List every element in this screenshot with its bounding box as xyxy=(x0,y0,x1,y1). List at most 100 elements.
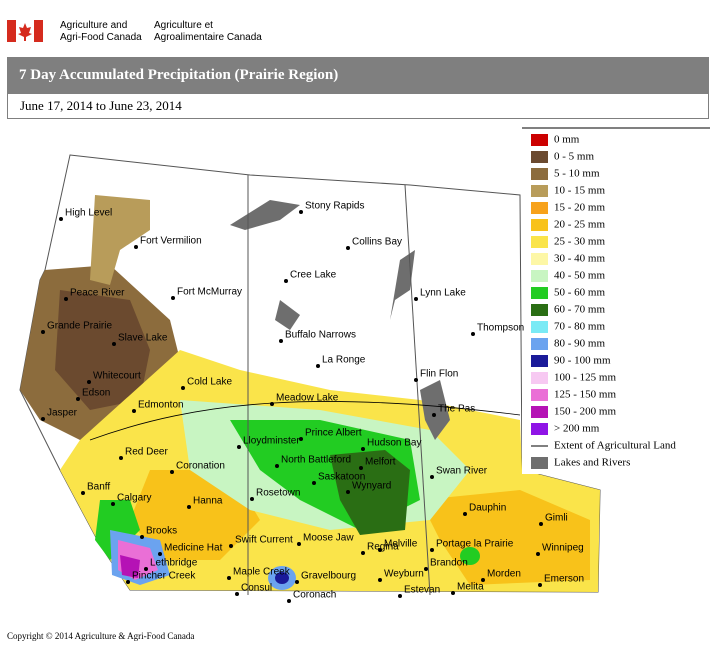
legend-label: 0 mm xyxy=(554,134,580,146)
city-label: North Battleford xyxy=(281,455,351,466)
city-marker xyxy=(414,297,418,301)
city-label: Coronach xyxy=(293,590,336,601)
city-label: Melfort xyxy=(365,457,396,468)
city-label: Regina xyxy=(367,542,399,553)
city-label: Thompson xyxy=(477,323,524,334)
city-label: Hudson Bay xyxy=(367,438,421,449)
city-label: Calgary xyxy=(117,493,151,504)
city-label: Hanna xyxy=(193,496,223,507)
legend-label: 40 - 50 mm xyxy=(554,270,605,282)
legend-box xyxy=(522,128,710,474)
city-marker xyxy=(187,505,191,509)
city-label: Prince Albert xyxy=(305,428,362,439)
city-marker xyxy=(398,594,402,598)
city-label: Coronation xyxy=(176,461,225,472)
legend: 0 mm 0 - 5 mm 5 - 10 mm 10 - 15 mm 15 - 20 m… xyxy=(531,134,676,469)
legend-swatch xyxy=(531,406,548,418)
city-marker xyxy=(144,567,148,571)
legend-swatch xyxy=(531,134,548,146)
city-marker xyxy=(111,502,115,506)
city-label: Weyburn xyxy=(384,569,424,580)
legend-label: 70 - 80 mm xyxy=(554,321,605,333)
city-marker xyxy=(451,591,455,595)
city-label: Cold Lake xyxy=(187,377,232,388)
city-label: High Level xyxy=(65,208,112,219)
city-label: Flin Flon xyxy=(420,369,458,380)
city-label: Fort Vermilion xyxy=(140,236,202,247)
city-label: Melville xyxy=(384,539,418,550)
legend-swatch xyxy=(531,253,548,265)
legend-label: 20 - 25 mm xyxy=(554,219,605,231)
city-marker xyxy=(284,279,288,283)
legend-label: 60 - 70 mm xyxy=(554,304,605,316)
city-label: Morden xyxy=(487,569,521,580)
city-marker xyxy=(299,210,303,214)
city-label: Lynn Lake xyxy=(420,288,466,299)
header-line: Agroalimentaire Canada xyxy=(154,32,262,43)
city-label: Winnipeg xyxy=(542,543,584,554)
city-marker xyxy=(81,491,85,495)
header-line: Agriculture et xyxy=(154,20,213,31)
city-label: Edson xyxy=(82,388,110,399)
legend-swatch xyxy=(531,287,548,299)
city-label: Fort McMurray xyxy=(177,287,242,298)
city-marker xyxy=(481,578,485,582)
city-label: Emerson xyxy=(544,574,584,585)
city-label: Swift Current xyxy=(235,535,293,546)
legend-label: Lakes and Rivers xyxy=(554,457,630,469)
legend-swatch xyxy=(531,168,548,180)
city-marker xyxy=(299,437,303,441)
city-marker xyxy=(41,330,45,334)
legend-swatch xyxy=(531,389,548,401)
city-marker xyxy=(346,246,350,250)
legend-label: Extent of Agricultural Land xyxy=(554,440,676,452)
city-label: Pincher Creek xyxy=(132,571,196,582)
city-marker xyxy=(316,364,320,368)
city-marker xyxy=(287,599,291,603)
city-marker xyxy=(275,464,279,468)
legend-swatch xyxy=(531,423,548,435)
city-marker xyxy=(463,512,467,516)
city-label: Buffalo Narrows xyxy=(285,330,356,341)
legend-swatch xyxy=(531,236,548,248)
city-marker xyxy=(235,592,239,596)
city-label: The Pas xyxy=(438,404,475,415)
city-label: Brooks xyxy=(146,526,177,537)
legend-swatch xyxy=(531,202,548,214)
city-label: Estevan xyxy=(404,585,440,596)
city-marker xyxy=(237,445,241,449)
city-label: Melita xyxy=(457,582,484,593)
city-marker xyxy=(430,548,434,552)
city-marker xyxy=(132,409,136,413)
city-marker xyxy=(181,386,185,390)
city-marker xyxy=(134,245,138,249)
legend-swatch xyxy=(531,185,548,197)
city-label: Grande Prairie xyxy=(47,321,112,332)
city-marker xyxy=(229,544,233,548)
legend-label: 30 - 40 mm xyxy=(554,253,605,265)
legend-label: 50 - 60 mm xyxy=(554,287,605,299)
city-marker xyxy=(279,339,283,343)
city-label: Portage la Prairie xyxy=(436,539,514,550)
city-marker xyxy=(297,542,301,546)
city-marker xyxy=(538,583,542,587)
header-french: Agriculture et Agroalimentaire Canada xyxy=(154,20,262,44)
city-marker xyxy=(414,378,418,382)
header-english: Agriculture and Agri-Food Canada xyxy=(60,20,142,44)
legend-label: 125 - 150 mm xyxy=(554,389,616,401)
city-marker xyxy=(41,417,45,421)
city-label: Collins Bay xyxy=(352,237,402,248)
city-label: Maple Creek xyxy=(233,567,291,578)
city-label: Dauphin xyxy=(469,503,506,514)
city-marker xyxy=(378,548,382,552)
city-marker xyxy=(361,551,365,555)
city-label: La Ronge xyxy=(322,355,366,366)
legend-swatch xyxy=(531,304,548,316)
city-label: Stony Rapids xyxy=(305,201,364,212)
city-marker xyxy=(112,342,116,346)
city-label: Wynyard xyxy=(352,481,391,492)
city-marker xyxy=(140,535,144,539)
city-label: Consul xyxy=(241,583,272,594)
city-marker xyxy=(158,552,162,556)
city-label: Whitecourt xyxy=(93,371,141,382)
